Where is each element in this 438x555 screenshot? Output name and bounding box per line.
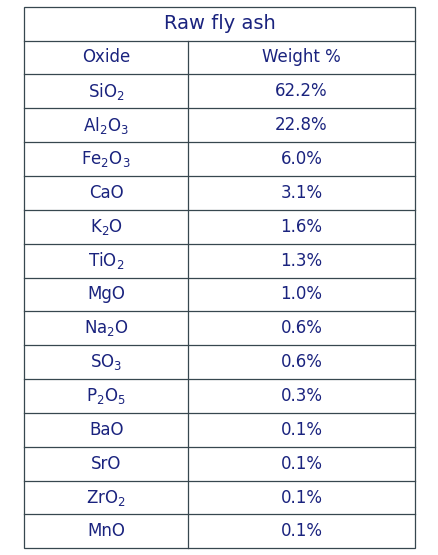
Text: SiO$_2$: SiO$_2$ (88, 81, 124, 102)
Text: 0.1%: 0.1% (280, 455, 322, 473)
Text: Raw fly ash: Raw fly ash (163, 14, 275, 33)
Text: 0.1%: 0.1% (280, 488, 322, 507)
Text: TiO$_2$: TiO$_2$ (88, 250, 124, 271)
Text: Weight %: Weight % (261, 48, 340, 67)
Text: MgO: MgO (87, 285, 125, 304)
Text: 1.3%: 1.3% (280, 251, 322, 270)
Bar (24, 7, 414, 548)
Text: 1.0%: 1.0% (280, 285, 322, 304)
Text: 0.1%: 0.1% (280, 522, 322, 541)
Text: Na$_2$O: Na$_2$O (84, 318, 128, 339)
Text: 1.6%: 1.6% (280, 218, 322, 236)
Text: 6.0%: 6.0% (280, 150, 322, 168)
Text: 0.1%: 0.1% (280, 421, 322, 439)
Text: 0.3%: 0.3% (280, 387, 322, 405)
Text: CaO: CaO (88, 184, 123, 202)
Text: 3.1%: 3.1% (280, 184, 322, 202)
Text: K$_2$O: K$_2$O (89, 216, 123, 237)
Text: BaO: BaO (89, 421, 123, 439)
Text: 62.2%: 62.2% (275, 82, 327, 100)
Text: SO$_3$: SO$_3$ (90, 352, 122, 372)
Text: ZrO$_2$: ZrO$_2$ (86, 487, 126, 508)
Text: Fe$_2$O$_3$: Fe$_2$O$_3$ (81, 149, 131, 169)
Text: MnO: MnO (87, 522, 125, 541)
Text: 22.8%: 22.8% (275, 116, 327, 134)
Text: P$_2$O$_5$: P$_2$O$_5$ (86, 386, 126, 406)
Text: SrO: SrO (91, 455, 121, 473)
Text: Oxide: Oxide (82, 48, 130, 67)
Text: 0.6%: 0.6% (280, 353, 322, 371)
Text: 0.6%: 0.6% (280, 319, 322, 337)
Text: Al$_2$O$_3$: Al$_2$O$_3$ (83, 115, 129, 135)
